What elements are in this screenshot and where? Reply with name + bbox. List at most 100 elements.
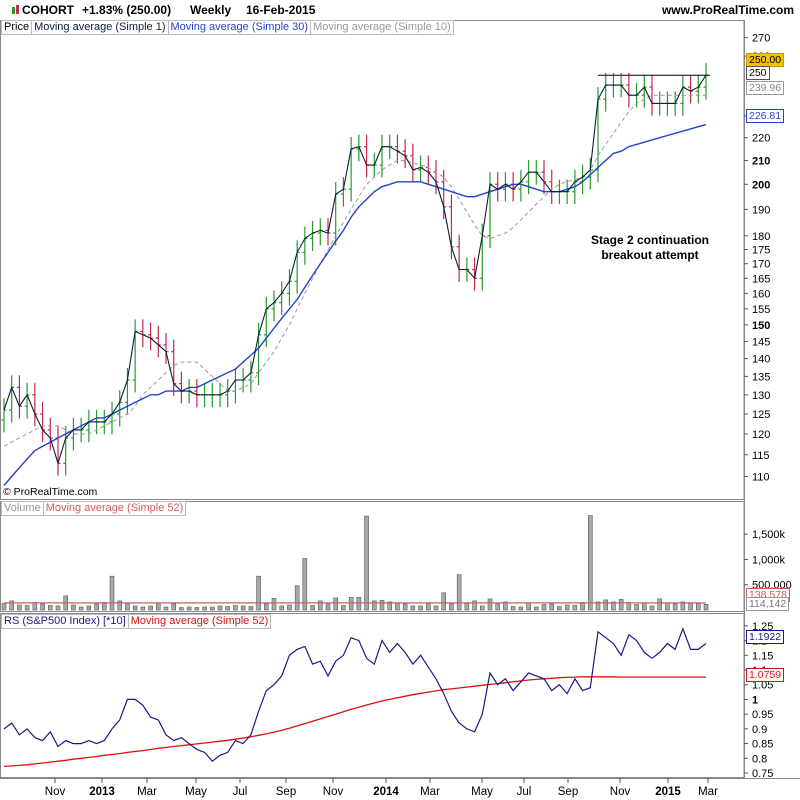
price-axis-tick-label: 140 xyxy=(752,354,770,366)
legend-volume-ma[interactable]: Moving average (Simple 52) xyxy=(42,501,187,516)
volume-bar xyxy=(364,515,369,611)
legend-price[interactable]: Price xyxy=(1,20,32,35)
price-bar xyxy=(541,160,547,195)
price-bar xyxy=(688,75,694,104)
volume-bar xyxy=(279,605,284,611)
legend-volume[interactable]: Volume xyxy=(1,501,43,516)
volume-bar xyxy=(680,601,686,611)
rs-axis-tick-label: 0.8 xyxy=(752,753,767,765)
volume-bar xyxy=(294,585,300,611)
price-bar xyxy=(16,375,22,419)
price-axis-tick-label: 160 xyxy=(752,288,770,300)
x-axis-tick-label: Sep xyxy=(558,786,578,798)
volume-bar xyxy=(17,604,22,611)
volume-bar xyxy=(418,605,423,611)
last-price-tag: 250.00 xyxy=(746,53,785,67)
price-bar xyxy=(271,290,277,322)
price-bar xyxy=(402,139,408,169)
legend-ma10[interactable]: Moving average (Simple 10) xyxy=(310,20,454,35)
volume-bar xyxy=(441,592,446,611)
volume-bar xyxy=(102,602,107,611)
volume-bar xyxy=(541,604,547,611)
volume-bar xyxy=(510,606,516,611)
price-bar xyxy=(194,379,200,408)
volume-bar xyxy=(480,605,485,611)
volume-bar xyxy=(217,605,223,611)
x-axis-tick-label: 2015 xyxy=(655,786,681,798)
price-axis-tick-label: 135 xyxy=(752,371,770,383)
volume-bar xyxy=(642,602,647,611)
volume-bar xyxy=(341,605,346,611)
volume-bar xyxy=(634,604,639,611)
price-axis-tick-label: 130 xyxy=(752,390,770,402)
volume-bar xyxy=(256,575,261,611)
x-axis-tick-label: Nov xyxy=(323,786,344,798)
x-axis-tick-label: Nov xyxy=(45,786,66,798)
legend-ma1[interactable]: Moving average (Simple 1) xyxy=(31,20,168,35)
volume-bar xyxy=(32,602,38,611)
price-bar xyxy=(109,401,115,435)
volume-bar xyxy=(40,603,45,611)
volume-bar xyxy=(426,603,431,611)
annotation-line-2: breakout attempt xyxy=(601,248,699,262)
volume-bar xyxy=(333,597,338,611)
volume-bar xyxy=(379,600,385,611)
volume-bar xyxy=(78,606,84,611)
volume-bar xyxy=(318,600,323,611)
rs-axis-tick-label: 0.95 xyxy=(752,709,773,721)
price-bar xyxy=(487,172,493,249)
volume-bar xyxy=(503,601,508,611)
x-axis-tick-label: 2014 xyxy=(373,786,399,798)
x-axis-tick-label: May xyxy=(471,786,493,798)
ma30-line xyxy=(3,123,707,486)
price-axis-tick-label: 180 xyxy=(752,231,770,243)
volume-bar xyxy=(580,602,585,611)
volume-bar xyxy=(433,605,439,611)
close-line xyxy=(3,74,707,466)
price-axis-tick-label: 175 xyxy=(752,245,770,257)
price-bar xyxy=(302,226,308,265)
price-bar xyxy=(495,172,501,202)
header-symbol[interactable]: COHORT xyxy=(22,3,74,17)
volume-bar xyxy=(526,602,531,611)
volume-bar xyxy=(109,575,115,611)
volume-bar xyxy=(618,599,624,611)
header-period[interactable]: Weekly xyxy=(190,3,232,17)
ma10-last-tag: 239.96 xyxy=(746,81,785,95)
volume-bar xyxy=(186,606,192,611)
volume-bar xyxy=(672,603,678,611)
annotation-line-1: Stage 2 continuation xyxy=(590,233,709,247)
volume-bar xyxy=(71,604,76,611)
volume-bar xyxy=(611,601,616,611)
legend-rs[interactable]: RS (S&P500 Index) [*10] xyxy=(1,614,128,629)
annotation-text: Stage 2 continuation breakout attempt xyxy=(570,233,730,263)
volume-bar xyxy=(24,605,30,611)
volume-bar xyxy=(703,603,709,611)
price-bar xyxy=(279,281,285,315)
legend-rs-ma[interactable]: Moving average (Simple 52) xyxy=(127,614,272,629)
price-bar xyxy=(603,73,609,112)
price-bar xyxy=(518,169,524,202)
price-axis-tick-label: 200 xyxy=(752,179,770,191)
price-bar xyxy=(441,169,447,220)
volume-bar xyxy=(595,601,601,611)
rs-legend: RS (S&P500 Index) [*10] Moving average (S… xyxy=(1,614,272,629)
price-axis-tick-label: 125 xyxy=(752,409,770,421)
price-axis-tick-label: 115 xyxy=(752,450,770,462)
volume-bar xyxy=(248,606,254,611)
header-date: 16-Feb-2015 xyxy=(246,3,316,17)
price-bar xyxy=(1,398,7,433)
volume-bar xyxy=(464,603,470,611)
price-bar xyxy=(549,169,555,205)
price-bar xyxy=(310,221,316,251)
price-axis-tick-label: 110 xyxy=(752,471,770,483)
price-bar xyxy=(232,367,238,404)
legend-ma30[interactable]: Moving average (Simple 30) xyxy=(167,20,311,35)
price-bar xyxy=(155,326,161,358)
volume-bar xyxy=(202,606,207,611)
candlestick-icon xyxy=(12,4,19,16)
volume-bar xyxy=(179,607,184,611)
volume-bar xyxy=(348,597,354,611)
header-site[interactable]: www.ProRealTime.com xyxy=(661,3,794,17)
volume-bar xyxy=(132,605,138,611)
